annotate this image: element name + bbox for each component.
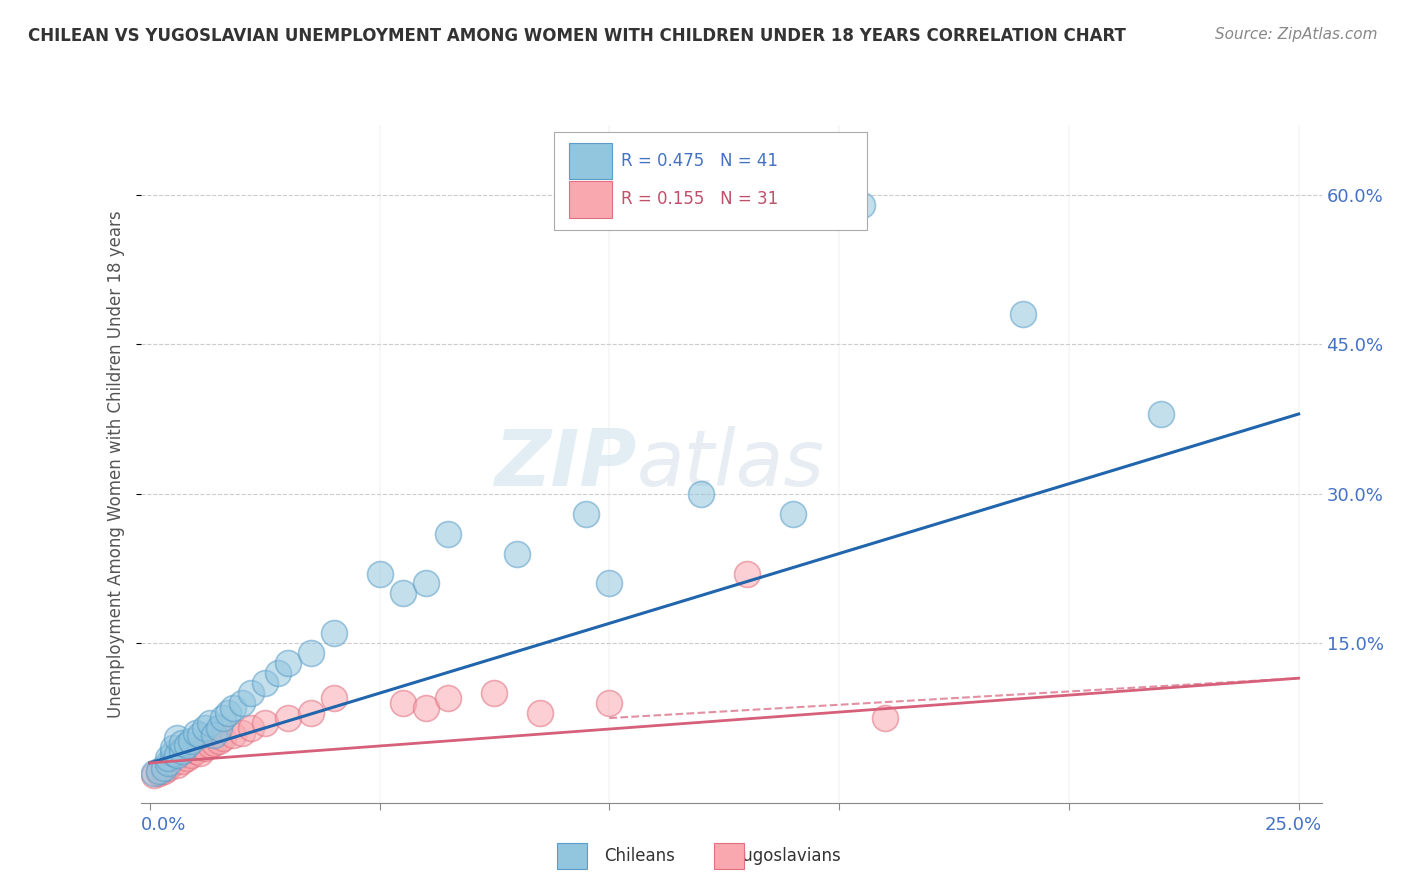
Y-axis label: Unemployment Among Women with Children Under 18 years: Unemployment Among Women with Children U…	[107, 210, 125, 718]
Point	[148, 765, 170, 780]
Point	[152, 761, 174, 775]
FancyBboxPatch shape	[569, 181, 612, 218]
Point	[184, 726, 207, 740]
Point	[202, 736, 225, 750]
Point	[368, 566, 391, 581]
Text: CHILEAN VS YUGOSLAVIAN UNEMPLOYMENT AMONG WOMEN WITH CHILDREN UNDER 18 YEARS COR: CHILEAN VS YUGOSLAVIAN UNEMPLOYMENT AMON…	[28, 27, 1126, 45]
Point	[437, 526, 460, 541]
Point	[267, 666, 290, 681]
Point	[166, 758, 188, 772]
Point	[277, 711, 299, 725]
Text: R = 0.155   N = 31: R = 0.155 N = 31	[621, 191, 779, 209]
Point	[143, 765, 166, 780]
Point	[188, 728, 211, 742]
FancyBboxPatch shape	[569, 143, 612, 179]
Text: Yugoslavians: Yugoslavians	[734, 847, 841, 865]
Point	[391, 586, 413, 600]
Point	[170, 744, 193, 758]
Point	[231, 696, 253, 710]
Point	[166, 747, 188, 762]
Point	[208, 734, 231, 748]
Point	[148, 764, 170, 778]
Point	[152, 764, 174, 778]
Point	[166, 731, 188, 745]
Text: 25.0%: 25.0%	[1264, 816, 1322, 834]
Point	[322, 691, 344, 706]
Point	[180, 747, 202, 762]
Point	[575, 507, 598, 521]
Point	[194, 741, 217, 756]
Point	[484, 686, 506, 700]
Point	[221, 728, 243, 742]
Point	[212, 711, 235, 725]
Point	[529, 706, 551, 720]
Point	[202, 728, 225, 742]
Point	[1012, 307, 1035, 321]
Point	[170, 754, 193, 768]
Text: 0.0%: 0.0%	[141, 816, 186, 834]
Point	[239, 686, 262, 700]
Point	[253, 676, 276, 690]
Point	[391, 696, 413, 710]
Text: atlas: atlas	[637, 425, 824, 502]
Point	[176, 751, 198, 765]
Point	[188, 746, 211, 760]
Point	[208, 721, 231, 735]
Point	[782, 507, 804, 521]
Point	[162, 756, 184, 770]
Text: Chileans: Chileans	[605, 847, 675, 865]
Point	[253, 716, 276, 731]
Text: ZIP: ZIP	[495, 425, 637, 502]
Point	[217, 706, 239, 720]
Point	[322, 626, 344, 640]
Point	[194, 721, 217, 735]
Point	[873, 711, 896, 725]
Point	[299, 706, 322, 720]
Point	[198, 738, 221, 752]
Text: Source: ZipAtlas.com: Source: ZipAtlas.com	[1215, 27, 1378, 42]
Point	[690, 487, 713, 501]
Point	[239, 721, 262, 735]
Point	[506, 547, 529, 561]
Point	[162, 746, 184, 760]
Point	[170, 736, 193, 750]
Point	[221, 701, 243, 715]
Point	[198, 716, 221, 731]
Point	[299, 646, 322, 660]
Text: R = 0.475   N = 41: R = 0.475 N = 41	[621, 152, 779, 169]
Point	[598, 576, 620, 591]
Point	[231, 726, 253, 740]
Point	[1150, 407, 1173, 421]
Point	[851, 197, 873, 211]
Point	[143, 768, 166, 782]
Point	[157, 761, 180, 775]
Point	[735, 566, 758, 581]
FancyBboxPatch shape	[554, 132, 868, 230]
Point	[212, 731, 235, 745]
Point	[157, 751, 180, 765]
Point	[184, 744, 207, 758]
Point	[415, 701, 437, 715]
Point	[162, 741, 184, 756]
Point	[176, 738, 198, 752]
Point	[415, 576, 437, 591]
Point	[157, 756, 180, 770]
Point	[180, 734, 202, 748]
Point	[277, 657, 299, 671]
Point	[437, 691, 460, 706]
Point	[598, 696, 620, 710]
